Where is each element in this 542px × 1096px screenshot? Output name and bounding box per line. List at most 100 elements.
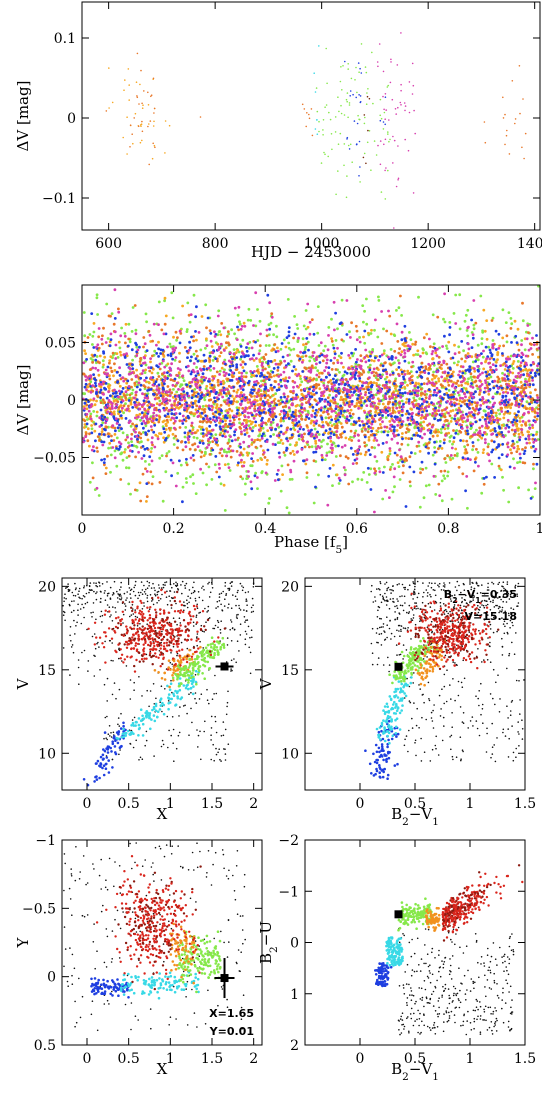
- data-point: [322, 129, 324, 131]
- data-point: [515, 440, 519, 444]
- data-point: [451, 442, 454, 446]
- data-point: [94, 422, 98, 426]
- data-point: [358, 94, 360, 96]
- data-point: [525, 337, 529, 341]
- data-point: [225, 341, 228, 345]
- data-point: [134, 488, 137, 492]
- data-point: [348, 411, 352, 415]
- data-point: [256, 458, 260, 462]
- data-point: [250, 395, 253, 398]
- data-point: [140, 372, 144, 375]
- data-point: [330, 339, 334, 343]
- data-point: [102, 440, 106, 444]
- data-point: [431, 434, 435, 438]
- data-point: [328, 111, 330, 114]
- data-point: [473, 369, 477, 373]
- data-point: [494, 414, 498, 417]
- data-point: [316, 110, 319, 113]
- data-point: [257, 428, 261, 432]
- data-point: [252, 388, 256, 392]
- data-point: [258, 433, 262, 436]
- data-point: [463, 445, 466, 448]
- data-point: [235, 400, 239, 404]
- data-point: [467, 377, 470, 381]
- data-point: [276, 366, 280, 369]
- data-point: [253, 474, 257, 478]
- data-point: [143, 90, 145, 92]
- data-point: [363, 400, 367, 403]
- data-point: [270, 315, 274, 319]
- data-point: [455, 429, 459, 432]
- data-point: [461, 420, 465, 424]
- data-point: [172, 443, 176, 446]
- data-point: [249, 319, 253, 322]
- data-point: [363, 122, 366, 125]
- data-point: [326, 396, 330, 400]
- data-point: [316, 305, 320, 308]
- data-point: [362, 320, 365, 324]
- data-point: [474, 321, 478, 325]
- data-point: [416, 426, 420, 430]
- data-point: [495, 360, 498, 364]
- data-point: [260, 458, 264, 461]
- data-point: [417, 382, 420, 386]
- data-point: [365, 71, 368, 74]
- data-point: [103, 355, 107, 359]
- data-point: [199, 116, 202, 118]
- data-point: [109, 453, 113, 457]
- data-point: [279, 398, 283, 402]
- data-point: [497, 408, 500, 412]
- data-point: [287, 341, 291, 345]
- data-point: [367, 359, 371, 362]
- data-point: [191, 443, 195, 447]
- data-point: [163, 365, 167, 369]
- data-point: [256, 339, 260, 342]
- data-point: [443, 320, 447, 324]
- data-point: [415, 444, 419, 448]
- data-point: [139, 124, 142, 126]
- data-point: [195, 404, 199, 408]
- data-point: [272, 348, 276, 351]
- data-point: [293, 428, 297, 432]
- data-point: [185, 463, 189, 467]
- data-point: [289, 451, 292, 455]
- data-point: [144, 312, 148, 316]
- data-point: [224, 346, 228, 350]
- data-point: [497, 456, 501, 460]
- data-point: [382, 430, 386, 434]
- data-point: [250, 464, 254, 468]
- data-point: [491, 415, 495, 419]
- data-point: [373, 446, 376, 450]
- data-point: [230, 439, 234, 443]
- data-point: [321, 420, 324, 424]
- data-point: [282, 411, 286, 415]
- data-point: [158, 403, 162, 407]
- data-point: [102, 363, 105, 367]
- data-point: [246, 381, 250, 385]
- data-point: [425, 400, 429, 404]
- data-point: [474, 460, 477, 464]
- data-point: [515, 450, 519, 453]
- data-point: [128, 393, 132, 397]
- data-point: [376, 335, 380, 339]
- data-point: [400, 413, 404, 417]
- data-point: [536, 364, 539, 368]
- data-point: [340, 104, 342, 107]
- data-point: [473, 367, 476, 371]
- data-point: [185, 391, 189, 395]
- data-point: [191, 393, 195, 397]
- data-point: [255, 395, 259, 398]
- data-point: [236, 313, 240, 317]
- data-point: [515, 413, 518, 417]
- data-point: [195, 410, 199, 414]
- data-point: [112, 322, 116, 326]
- data-point: [225, 450, 229, 454]
- data-point: [218, 369, 222, 373]
- data-point: [535, 334, 538, 337]
- data-point: [211, 359, 215, 362]
- data-point: [389, 332, 393, 336]
- data-point: [97, 327, 101, 330]
- data-point: [235, 412, 239, 415]
- data-point: [188, 429, 192, 433]
- data-point: [510, 402, 514, 406]
